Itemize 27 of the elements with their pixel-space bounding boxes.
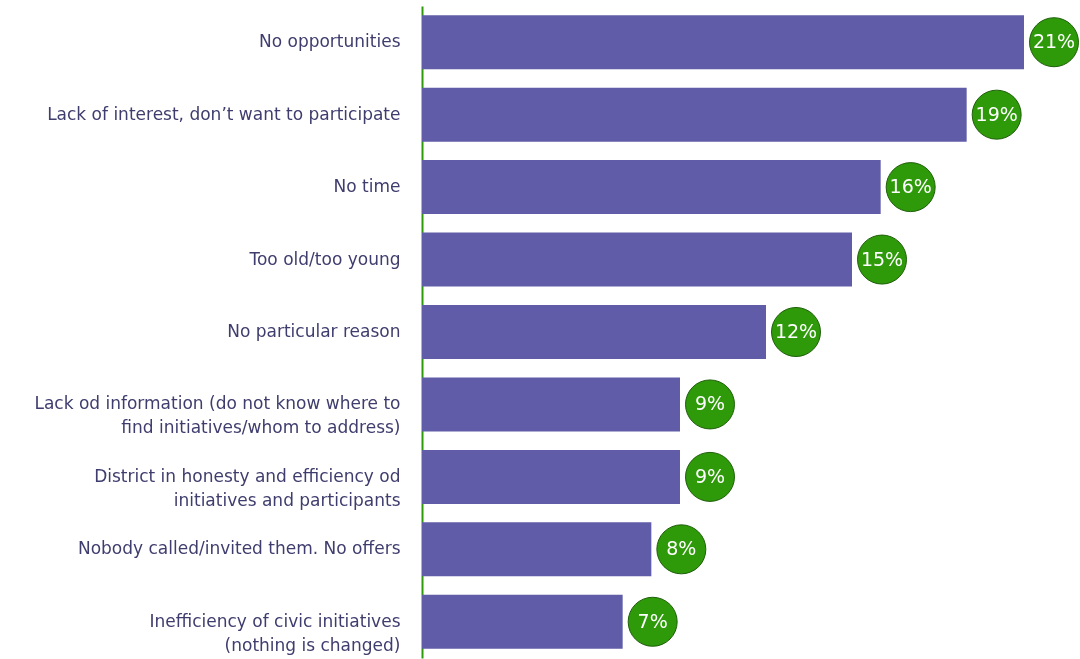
- y-tick-label: Too old/too young: [248, 248, 401, 269]
- bar: [422, 377, 680, 432]
- y-tick-label: Inefficiency of civic initiatives (nothing is changed): [149, 610, 401, 655]
- data-label: 16%: [889, 175, 932, 198]
- data-label: 8%: [666, 537, 697, 560]
- bar: [422, 232, 852, 287]
- y-tick-label: No time: [333, 176, 401, 197]
- y-tick-label: Lack of interest, don’t want to participate: [47, 103, 401, 124]
- bar: [422, 160, 881, 215]
- bar: [422, 594, 623, 649]
- y-tick-label: Nobody called/invited them. No offers: [77, 538, 401, 559]
- data-label: 9%: [694, 392, 726, 415]
- data-label: 19%: [975, 102, 1018, 125]
- y-tick-label: No particular reason: [227, 321, 401, 341]
- bar: [422, 87, 967, 142]
- data-label: 12%: [774, 320, 818, 342]
- data-label: 7%: [637, 609, 668, 632]
- y-tick-label: Lack od information (do not know where to find initiatives/whom to address): [34, 393, 401, 438]
- data-label: 9%: [694, 464, 726, 487]
- data-label: 15%: [860, 247, 904, 270]
- bar: [422, 15, 1024, 70]
- bar: [422, 449, 680, 504]
- y-tick-label: No opportunities: [258, 31, 401, 52]
- y-tick-label: District in honesty and efficiency od initiatives and participants: [94, 465, 401, 510]
- bar: [422, 305, 766, 359]
- data-label: 21%: [1032, 30, 1076, 53]
- bar: [422, 522, 652, 577]
